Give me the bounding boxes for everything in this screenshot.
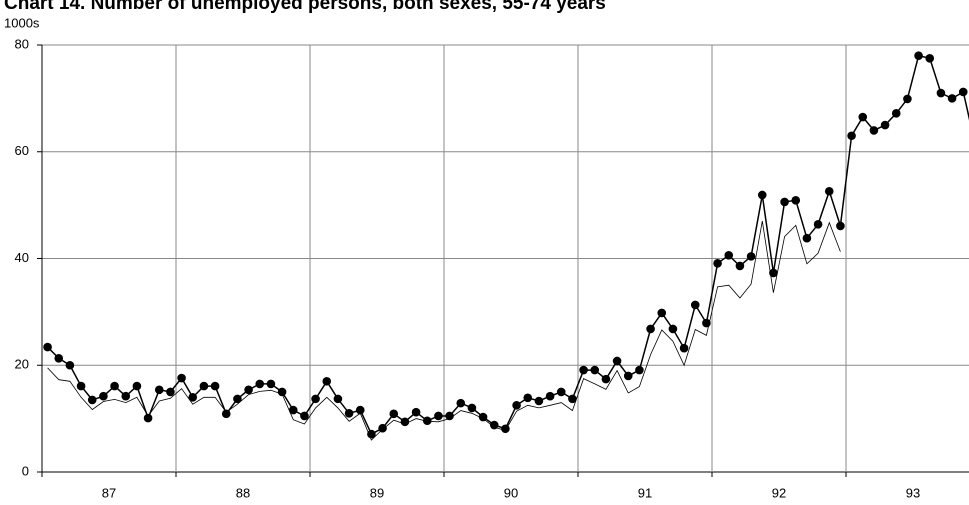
chart-title: Chart 14. Number of unemployed persons, … xyxy=(4,0,606,14)
data-point xyxy=(690,300,700,310)
data-point xyxy=(422,416,432,426)
data-point xyxy=(534,396,544,406)
data-point xyxy=(199,381,209,391)
data-point xyxy=(847,131,856,141)
data-point xyxy=(333,394,343,404)
data-point xyxy=(132,381,142,391)
data-point xyxy=(746,252,756,261)
data-point xyxy=(568,394,577,404)
data-point xyxy=(65,360,75,370)
data-point xyxy=(936,88,946,98)
y-tick-label: 60 xyxy=(15,143,29,158)
data-point xyxy=(668,324,678,334)
data-point xyxy=(266,379,276,389)
data-point xyxy=(99,391,108,401)
data-point xyxy=(769,268,778,278)
data-point xyxy=(322,376,332,386)
data-point xyxy=(523,393,533,403)
data-point xyxy=(344,408,354,418)
data-point xyxy=(880,120,890,130)
data-point xyxy=(891,109,901,118)
data-point xyxy=(735,261,745,271)
data-point xyxy=(456,398,466,408)
data-point xyxy=(780,197,789,207)
data-point xyxy=(355,405,365,415)
data-point xyxy=(166,387,175,397)
data-point xyxy=(489,420,499,430)
data-point xyxy=(579,365,588,375)
data-point xyxy=(657,308,667,318)
data-point xyxy=(110,381,119,391)
y-tick-label: 20 xyxy=(15,357,29,372)
data-point xyxy=(512,400,521,410)
data-point xyxy=(757,190,767,200)
data-point xyxy=(244,385,253,395)
data-point xyxy=(400,417,410,427)
data-point xyxy=(612,356,622,366)
data-point xyxy=(623,371,633,381)
x-tick-label: 89 xyxy=(370,485,384,500)
data-point xyxy=(836,221,845,231)
data-point xyxy=(233,394,242,404)
y-tick-label: 80 xyxy=(15,36,29,51)
data-point xyxy=(724,250,734,260)
data-point xyxy=(277,387,287,397)
data-point xyxy=(556,387,566,397)
data-point xyxy=(411,407,421,417)
data-point xyxy=(713,259,722,268)
data-point xyxy=(679,343,689,353)
data-point xyxy=(434,411,443,421)
data-point xyxy=(813,220,823,229)
data-point xyxy=(378,423,387,433)
data-point xyxy=(121,391,131,401)
data-point xyxy=(43,342,52,352)
y-tick-label: 40 xyxy=(15,250,29,265)
data-point xyxy=(311,394,320,404)
data-point xyxy=(858,112,868,122)
data-point xyxy=(221,409,231,419)
data-point xyxy=(958,87,968,97)
data-point xyxy=(188,392,198,402)
data-point xyxy=(590,365,600,375)
data-point xyxy=(210,381,220,391)
data-point xyxy=(869,126,879,135)
data-point xyxy=(791,196,801,205)
data-point xyxy=(903,94,912,104)
data-point xyxy=(545,391,555,401)
data-point xyxy=(635,365,644,375)
data-point xyxy=(154,385,164,395)
data-point xyxy=(478,412,488,422)
data-point xyxy=(300,411,309,421)
data-point xyxy=(925,54,935,63)
data-point xyxy=(76,381,86,391)
data-point xyxy=(601,374,611,384)
data-point xyxy=(914,51,923,60)
data-point xyxy=(288,405,298,415)
data-point xyxy=(255,379,265,389)
y-tick-label: 0 xyxy=(22,463,29,478)
data-point xyxy=(947,94,957,103)
data-point xyxy=(177,373,186,383)
data-point xyxy=(54,354,64,363)
data-point xyxy=(646,324,655,334)
data-point xyxy=(389,409,399,419)
x-tick-label: 91 xyxy=(638,485,652,500)
x-tick-label: 88 xyxy=(236,485,250,500)
x-tick-label: 92 xyxy=(772,485,786,500)
data-point xyxy=(445,411,454,421)
data-point xyxy=(143,413,153,423)
data-point xyxy=(87,395,97,405)
x-tick-label: 87 xyxy=(102,485,116,500)
x-tick-label: 93 xyxy=(906,485,920,500)
data-point xyxy=(802,233,812,243)
series-line xyxy=(47,221,841,441)
y-axis-label: 1000s xyxy=(4,15,40,30)
data-point xyxy=(467,403,477,413)
data-point xyxy=(824,186,834,196)
data-point xyxy=(367,429,376,439)
x-tick-label: 90 xyxy=(504,485,518,500)
